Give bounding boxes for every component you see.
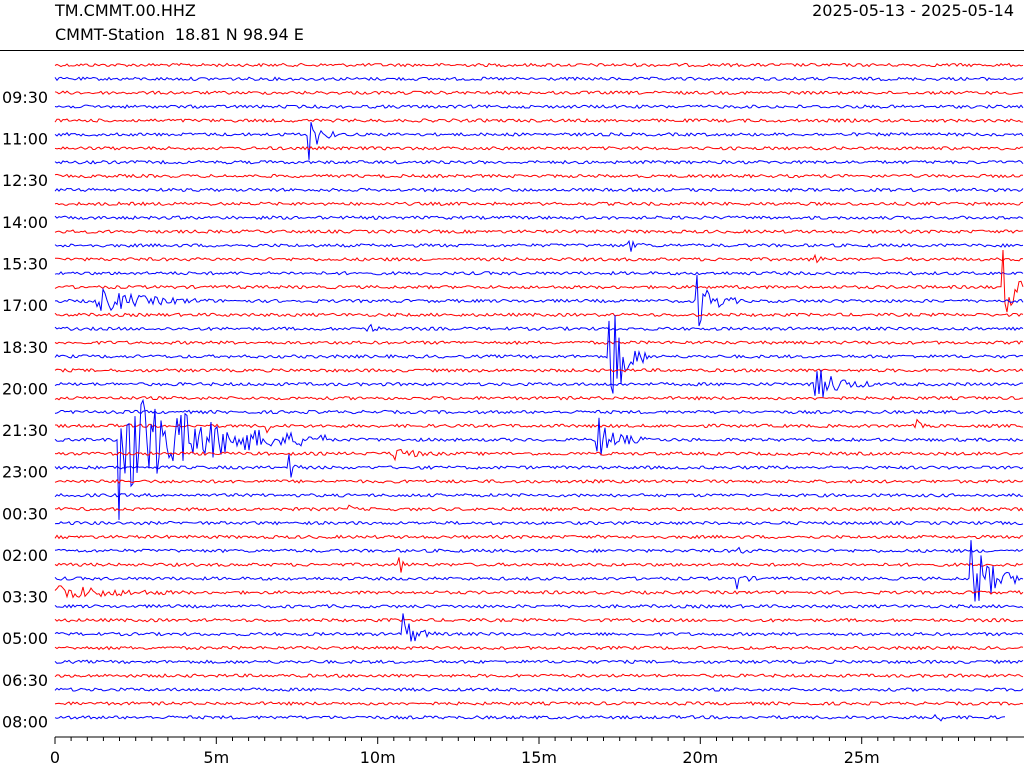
trace-row-22: [54, 367, 1024, 373]
trace-row-37: [54, 540, 1024, 602]
trace-row-40: [54, 617, 1024, 623]
header-divider: [0, 50, 1024, 51]
trace-row-23: [54, 369, 1024, 398]
trace-row-32: [54, 504, 1024, 512]
hour-label: 08:00: [2, 713, 48, 732]
hour-label: 14:00: [2, 213, 48, 232]
hour-label: 21:30: [2, 421, 48, 440]
trace-row-34: [54, 534, 1024, 540]
hour-label: 02:00: [2, 546, 48, 565]
trace-row-0: [54, 62, 1024, 68]
trace-row-36: [54, 557, 1024, 573]
trace-row-3: [54, 104, 1024, 109]
trace-group: [54, 62, 1024, 722]
trace-row-47: [54, 713, 1006, 722]
hour-label: 06:30: [2, 671, 48, 690]
x-tick-label: 15m: [521, 748, 557, 767]
trace-row-13: [54, 239, 1024, 252]
trace-row-46: [54, 701, 1024, 707]
trace-row-18: [54, 312, 1024, 318]
hour-label: 18:30: [2, 338, 48, 357]
trace-row-35: [54, 546, 1024, 554]
trace-row-45: [54, 687, 1024, 692]
trace-row-16: [54, 249, 1024, 313]
x-tick-label: 5m: [203, 748, 229, 767]
hour-label: 09:30: [2, 88, 48, 107]
trace-row-24: [54, 395, 1024, 401]
x-tick-label: 25m: [844, 748, 880, 767]
trace-row-38: [54, 585, 1024, 599]
trace-row-11: [54, 215, 1024, 220]
station-location: CMMT-Station 18.81 N 98.94 E: [55, 25, 304, 44]
trace-row-44: [54, 673, 1024, 679]
trace-row-6: [54, 145, 1024, 151]
trace-row-42: [54, 645, 1024, 651]
trace-row-30: [54, 479, 1024, 484]
trace-row-4: [54, 118, 1024, 123]
hour-label: 05:00: [2, 629, 48, 648]
hour-label: 12:30: [2, 171, 48, 190]
hour-label: 20:00: [2, 379, 48, 398]
station-code: TM.CMMT.00.HHZ: [55, 1, 196, 20]
trace-row-43: [54, 659, 1024, 665]
trace-row-2: [54, 90, 1024, 96]
hour-label-group: 09:30 11:00 12:30 14:00 15:30 17:00 18:30 20:00…: [2, 88, 48, 732]
trace-row-15: [54, 270, 1024, 276]
trace-row-21: [54, 315, 1024, 394]
trace-row-5: [54, 122, 1024, 160]
trace-row-25: [54, 409, 1024, 415]
trace-row-28: [54, 448, 1024, 462]
trace-row-26: [55, 418, 1024, 434]
x-tick-label: 20m: [682, 748, 718, 767]
trace-row-12: [54, 229, 1024, 234]
hour-label: 17:00: [2, 296, 48, 315]
x-tick-label: 0: [50, 748, 60, 767]
trace-row-9: [54, 187, 1024, 193]
hour-label: 11:00: [2, 130, 48, 149]
trace-row-14: [55, 253, 1024, 264]
date-range: 2025-05-13 - 2025-05-14: [812, 1, 1014, 20]
trace-row-7: [54, 159, 1024, 165]
trace-row-27: [54, 398, 1024, 520]
trace-row-39: [54, 603, 1024, 609]
trace-row-29: [54, 454, 1024, 478]
trace-row-41: [54, 613, 1024, 642]
trace-row-17: [54, 274, 1024, 327]
trace-row-20: [54, 340, 1024, 346]
trace-row-19: [54, 323, 1024, 333]
hour-label: 15:30: [2, 255, 48, 274]
trace-row-1: [54, 76, 1024, 82]
x-tick-label: 10m: [360, 748, 396, 767]
x-axis: 0 5m 10m 15m 20m 25m: [50, 736, 1024, 767]
trace-row-10: [54, 201, 1024, 207]
trace-row-8: [54, 173, 1024, 179]
trace-row-33: [54, 520, 1024, 526]
hour-label: 00:30: [2, 504, 48, 523]
trace-row-31: [54, 492, 1024, 498]
hour-label: 23:00: [2, 463, 48, 482]
hour-label: 03:30: [2, 588, 48, 607]
